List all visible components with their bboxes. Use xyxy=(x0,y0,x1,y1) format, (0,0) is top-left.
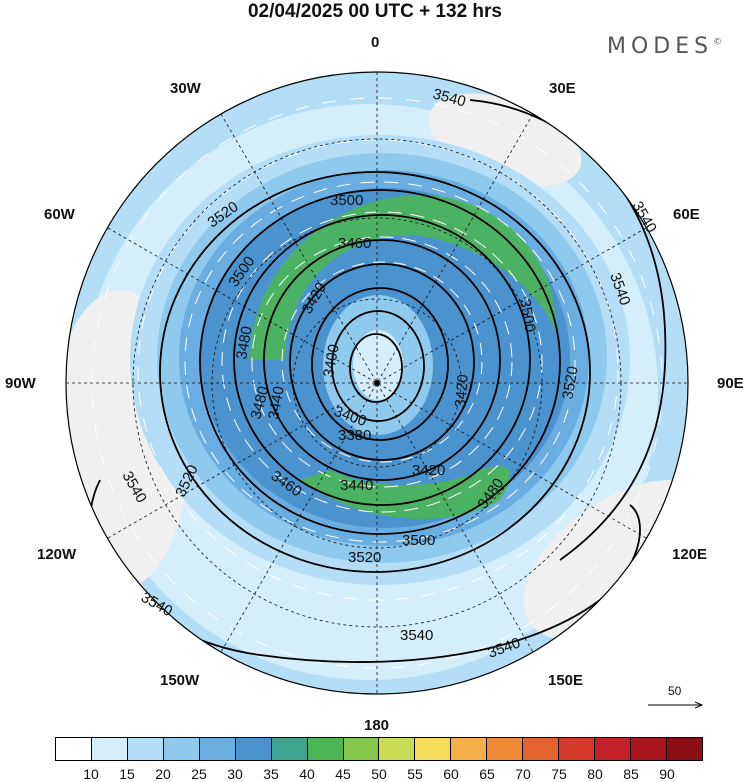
contour-label: 3460 xyxy=(338,235,371,252)
colorbar-tick-label: 40 xyxy=(299,766,315,782)
colorbar-tick-label: 90 xyxy=(659,766,675,782)
contour-label: 3440 xyxy=(340,477,373,494)
colorbar-swatch xyxy=(307,738,344,760)
contour-3400 xyxy=(331,310,425,422)
colorbar-tick-label: 70 xyxy=(515,766,531,782)
colorbar-tick-label: 35 xyxy=(263,766,279,782)
colorbar-tick-label: 20 xyxy=(155,766,171,782)
contour-3440 xyxy=(289,263,475,461)
colorbar-swatch xyxy=(595,738,631,760)
wind-streamline-5 xyxy=(137,139,619,601)
contour-3460 xyxy=(263,239,501,481)
colorbar-swatch xyxy=(523,738,560,760)
colorbar-swatch xyxy=(199,738,236,760)
colorbar-tick-label: 60 xyxy=(443,766,459,782)
colorbar-swatch xyxy=(56,738,92,760)
contour-label: 3500 xyxy=(330,192,363,209)
meridian-60w-120e xyxy=(107,227,647,539)
wind-streamline-1 xyxy=(221,211,543,513)
colorbar-tick-label: 65 xyxy=(479,766,495,782)
wind-streamline-2 xyxy=(251,236,513,488)
colorbar-swatch xyxy=(487,738,524,760)
contour-label: 3400 xyxy=(320,343,343,379)
lon-label-120e: 120E xyxy=(672,546,708,563)
lon-label-180: 180 xyxy=(364,717,390,734)
lon-label-150e: 150E xyxy=(548,672,584,689)
colorbar-swatch xyxy=(379,738,416,760)
colorbar-swatch xyxy=(559,738,596,760)
colorbar-tick-label: 75 xyxy=(551,766,567,782)
contour-3520 xyxy=(159,171,591,573)
jet-core-south xyxy=(300,466,511,519)
colorbar-tick-label: 85 xyxy=(623,766,639,782)
lon-label-60w: 60W xyxy=(44,206,75,223)
jet-core-north xyxy=(250,195,556,360)
contour-label: 3540 xyxy=(400,627,433,644)
colorbar-swatch xyxy=(631,738,667,760)
copyright-mark: © xyxy=(713,37,723,48)
calm-center xyxy=(353,330,403,400)
pole-marker xyxy=(374,380,380,386)
contour-label: 3500 xyxy=(402,532,435,549)
colorbar-tick-label: 10 xyxy=(83,766,99,782)
contour-3480 xyxy=(233,214,531,506)
colorbar-swatch xyxy=(415,738,452,760)
contour-label: 3420 xyxy=(412,462,445,479)
brand-text: MODES xyxy=(607,34,714,59)
meridian-30w-150e xyxy=(220,113,534,653)
colorbar-swatch xyxy=(91,738,128,760)
lon-label-30e: 30E xyxy=(549,80,576,97)
colorbar-tick-label: 80 xyxy=(587,766,603,782)
map-title: 02/04/2025 00 UTC + 132 hrs xyxy=(247,1,503,22)
colorbar-swatch xyxy=(343,738,380,760)
lon-label-120w: 120W xyxy=(37,546,77,563)
lon-label-0: 0 xyxy=(371,34,380,51)
colorbar-tick-label: 55 xyxy=(407,766,423,782)
lon-label-30w: 30W xyxy=(170,80,201,97)
colorbar-swatch xyxy=(163,738,200,760)
contour-label: 3420 xyxy=(452,374,472,409)
wind-streamline-3 xyxy=(281,261,483,463)
contour-3380 xyxy=(349,333,403,403)
map-boundary xyxy=(65,71,689,695)
lon-label-90w: 90W xyxy=(5,375,36,392)
colorbar-tick-label: 30 xyxy=(227,766,243,782)
contour-label: 3520 xyxy=(348,549,381,566)
colorbar-swatch xyxy=(451,738,488,760)
colorbar-tick-label: 25 xyxy=(191,766,207,782)
colorbar-swatch xyxy=(666,738,702,760)
wind-vectors xyxy=(91,97,663,669)
colorbar-swatch xyxy=(271,738,308,760)
lon-label-60e: 60E xyxy=(673,206,700,223)
lon-label-150w: 150W xyxy=(160,672,200,689)
wind-speed-colorbar xyxy=(55,737,703,761)
colorbar-swatch xyxy=(127,738,164,760)
contour-label: 3380 xyxy=(338,427,371,444)
colorbar-tick-label: 50 xyxy=(371,766,387,782)
contour-label: 3480 xyxy=(233,325,256,361)
reference-vector-label: 50 xyxy=(668,684,682,698)
contour-label: 3520 xyxy=(559,365,582,401)
contour-label: 3440 xyxy=(265,385,288,421)
modes-logo: MODES© xyxy=(607,34,722,59)
contour-label: 3500 xyxy=(516,298,539,334)
polar-stereographic-map: 3540 3540 3540 3540 3540 3540 3540 3520 … xyxy=(65,71,750,730)
lon-label-90e: 90E xyxy=(717,375,744,392)
wind-streamline-4 xyxy=(184,181,576,543)
contour-3500 xyxy=(199,189,561,535)
colorbar-swatch xyxy=(235,738,272,760)
colorbar-tick-label: 15 xyxy=(119,766,135,782)
meridian-30e-150w xyxy=(220,113,534,653)
colorbar-tick-label: 45 xyxy=(335,766,351,782)
latitude-circle-inner xyxy=(292,298,462,468)
contour-3420 xyxy=(311,287,449,441)
